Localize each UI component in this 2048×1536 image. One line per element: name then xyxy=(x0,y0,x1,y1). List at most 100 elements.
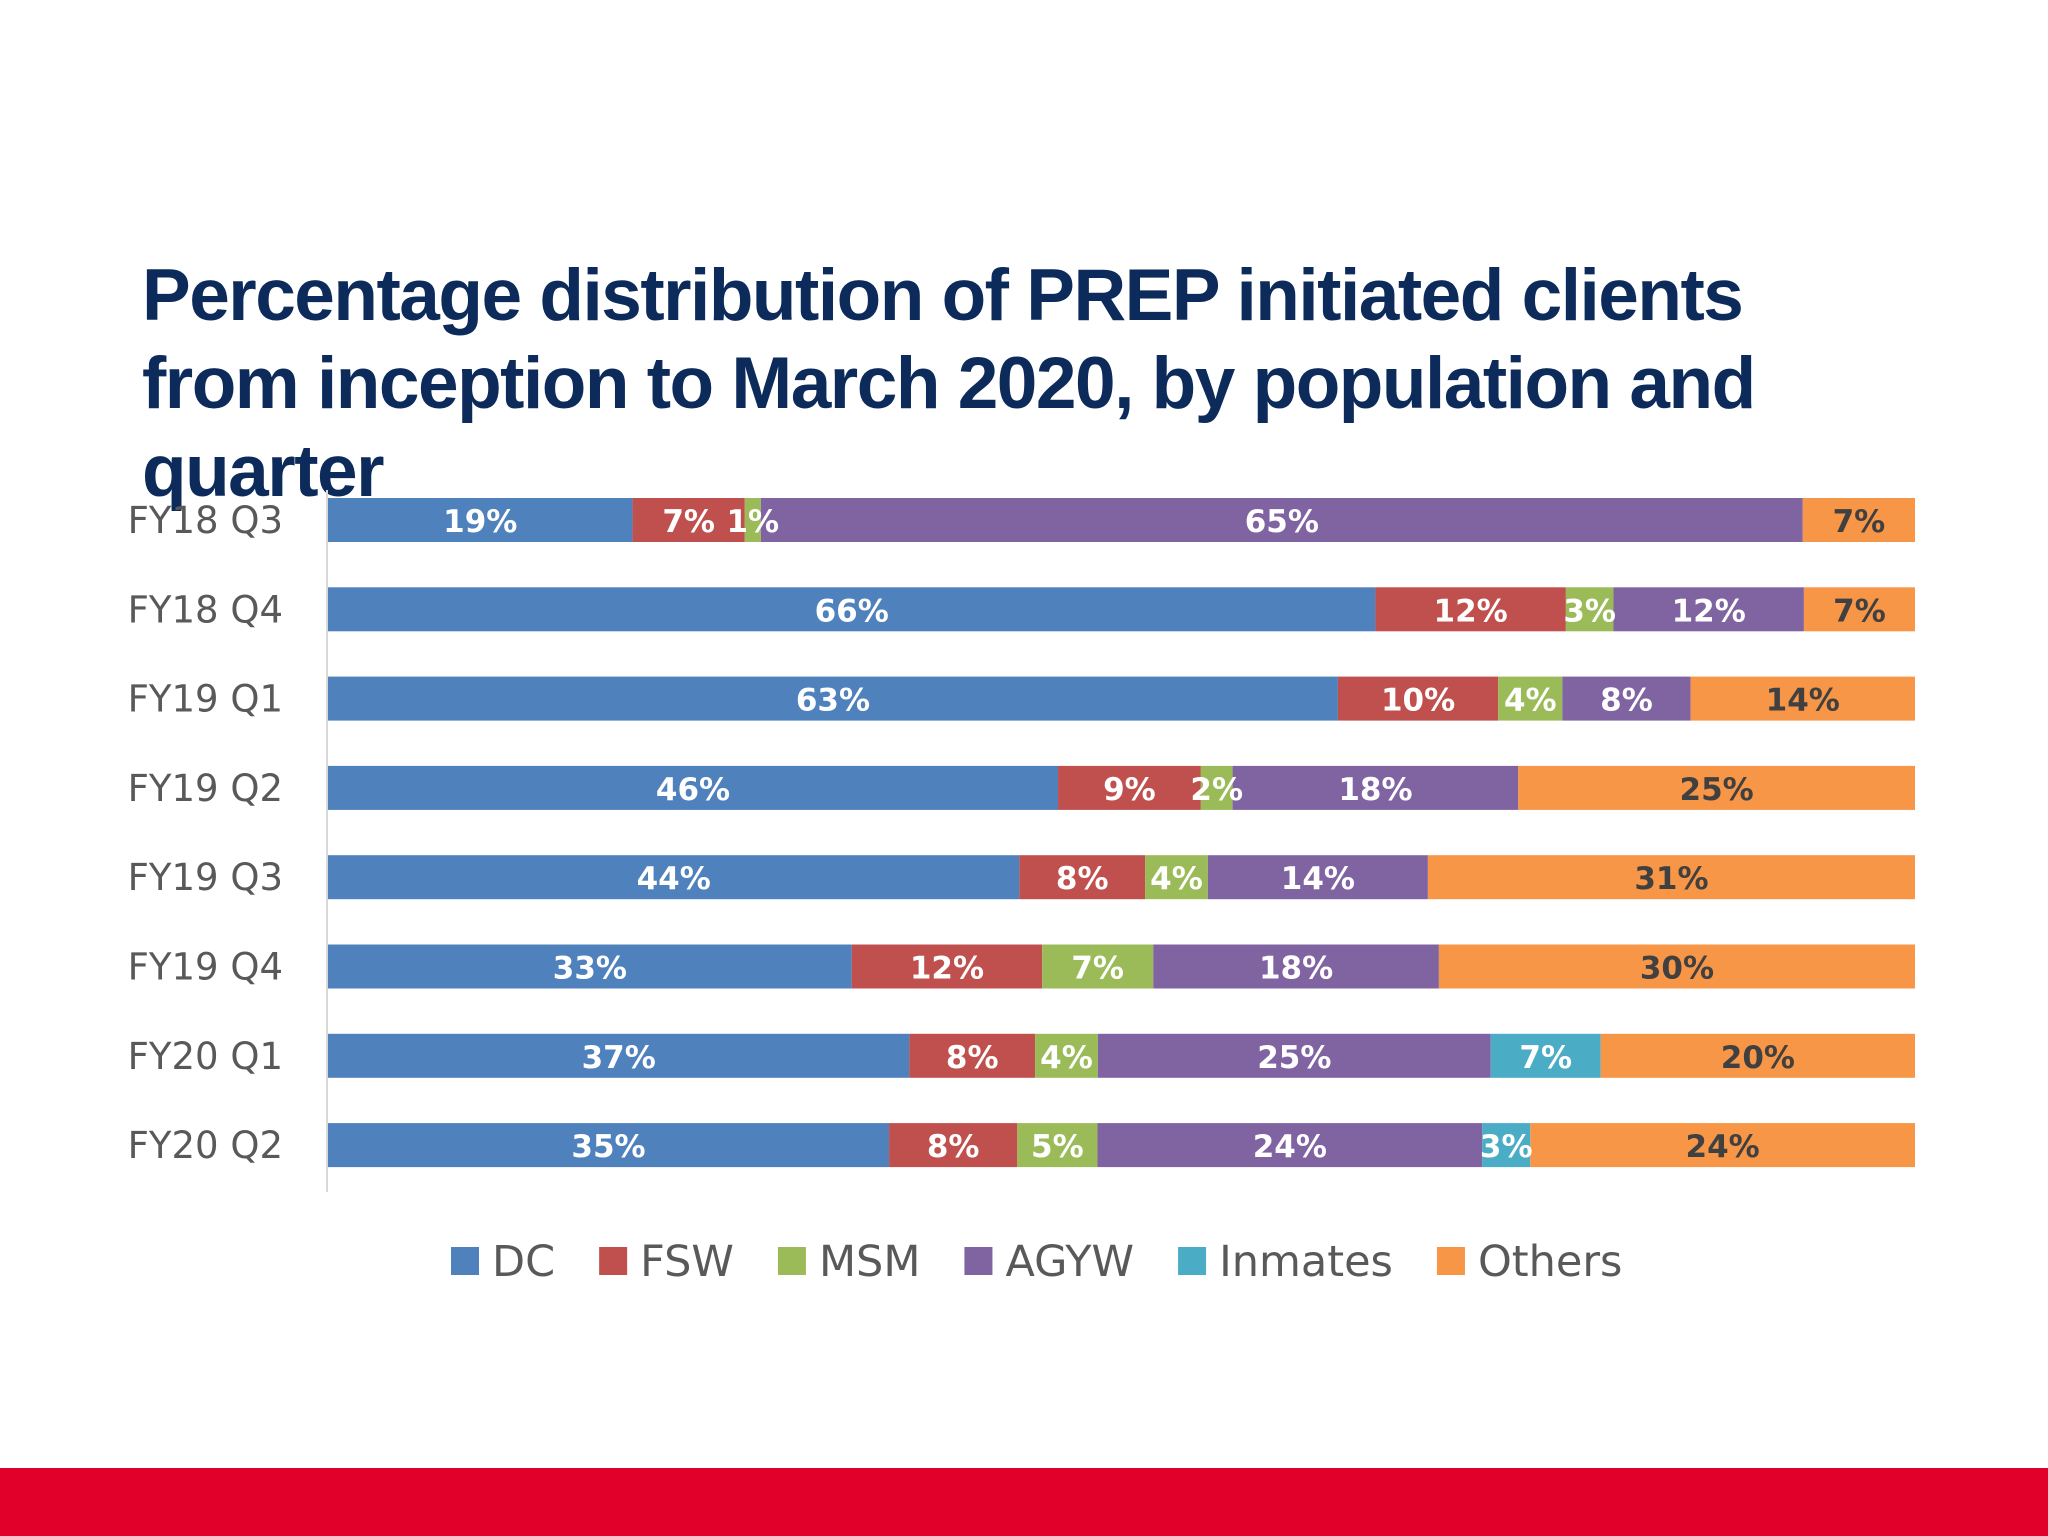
data-label-agyw-fy18-q4: 12% xyxy=(1672,593,1746,629)
data-label-others-fy19-q3: 31% xyxy=(1634,861,1708,897)
data-label-dc-fy18-q4: 66% xyxy=(815,593,889,629)
legend-swatch-dc xyxy=(451,1247,479,1275)
data-label-dc-fy19-q3: 44% xyxy=(637,861,711,897)
data-label-msm-fy20-q2: 5% xyxy=(1031,1129,1084,1165)
category-label-fy19-q4: FY19 Q4 xyxy=(128,946,283,989)
data-label-dc-fy19-q1: 63% xyxy=(796,683,870,719)
bar-dc-fy19-q4 xyxy=(328,944,852,989)
bar-msm-fy18-q4 xyxy=(1565,587,1614,632)
bar-agyw-fy18-q4 xyxy=(1613,587,1804,632)
data-label-dc-fy19-q4: 33% xyxy=(553,951,627,987)
data-label-inmates-fy20-q2: 3% xyxy=(1480,1129,1533,1165)
category-label-fy18-q4: FY18 Q4 xyxy=(128,588,283,631)
data-label-fsw-fy19-q4: 12% xyxy=(910,951,984,987)
data-label-agyw-fy20-q2: 24% xyxy=(1253,1129,1327,1165)
bar-fsw-fy19-q1 xyxy=(1337,676,1499,721)
category-label-fy18-q3: FY18 Q3 xyxy=(128,499,283,542)
data-label-agyw-fy19-q3: 14% xyxy=(1281,861,1355,897)
data-label-inmates-fy20-q1: 7% xyxy=(1519,1040,1572,1076)
bar-msm-fy18-q3 xyxy=(744,498,761,542)
bar-msm-fy19-q4 xyxy=(1042,944,1154,989)
data-label-others-fy19-q2: 25% xyxy=(1680,772,1754,808)
data-label-msm-fy19-q2: 2% xyxy=(1190,772,1243,808)
legend-label-agyw: AGYW xyxy=(1005,1237,1134,1287)
data-label-others-fy19-q1: 14% xyxy=(1766,683,1840,719)
category-label-fy19-q3: FY19 Q3 xyxy=(128,856,283,899)
bar-agyw-fy19-q3 xyxy=(1207,855,1428,900)
data-label-dc-fy19-q2: 46% xyxy=(656,772,730,808)
bar-others-fy19-q2 xyxy=(1518,765,1915,810)
bar-others-fy19-q3 xyxy=(1427,855,1915,900)
bar-fsw-fy19-q3 xyxy=(1019,855,1146,900)
data-label-dc-fy20-q2: 35% xyxy=(571,1129,645,1165)
data-label-msm-fy20-q1: 4% xyxy=(1040,1040,1093,1076)
bar-msm-fy20-q1 xyxy=(1035,1033,1098,1078)
data-label-others-fy19-q4: 30% xyxy=(1640,951,1714,987)
data-label-agyw-fy19-q2: 18% xyxy=(1338,772,1412,808)
bar-fsw-fy19-q4 xyxy=(851,944,1043,989)
data-label-msm-fy19-q4: 7% xyxy=(1071,951,1124,987)
bar-inmates-fy20-q2 xyxy=(1482,1123,1531,1168)
bar-msm-fy19-q1 xyxy=(1498,676,1563,721)
category-labels: FY18 Q3 FY18 Q4 FY19 Q1 FY19 Q2 FY19 Q3 FY19 … xyxy=(128,499,283,1167)
bar-fsw-fy18-q3 xyxy=(632,498,745,542)
bar-agyw-fy19-q4 xyxy=(1153,944,1439,989)
data-label-fsw-fy20-q1: 8% xyxy=(946,1040,999,1076)
legend-swatch-inmates xyxy=(1178,1247,1207,1275)
legend-label-fsw: FSW xyxy=(640,1237,734,1287)
data-label-dc-fy20-q1: 37% xyxy=(582,1040,656,1076)
data-label-others-fy18-q3: 7% xyxy=(1833,504,1886,540)
data-labels: 19% 7% 1% 65% 7% 66% 12% 3% 12% 7% 63% 10% 4% 8% 14% 46… xyxy=(443,504,1886,1165)
legend-label-others: Others xyxy=(1478,1237,1623,1287)
legend-label-dc: DC xyxy=(492,1237,555,1287)
bar-dc-fy18-q4 xyxy=(328,587,1376,632)
bar-dc-fy19-q1 xyxy=(328,676,1338,721)
legend-swatch-agyw xyxy=(964,1247,993,1275)
bar-agyw-fy20-q1 xyxy=(1097,1033,1491,1078)
bar-dc-fy19-q3 xyxy=(328,855,1020,900)
bar-msm-fy20-q2 xyxy=(1017,1123,1098,1168)
category-label-fy19-q2: FY19 Q2 xyxy=(128,767,283,810)
bar-fsw-fy19-q2 xyxy=(1058,765,1201,810)
bar-others-fy18-q3 xyxy=(1802,498,1915,542)
bar-dc-fy20-q1 xyxy=(328,1033,910,1078)
data-label-agyw-fy18-q3: 65% xyxy=(1245,504,1319,540)
bar-agyw-fy19-q1 xyxy=(1562,676,1691,721)
bar-inmates-fy20-q1 xyxy=(1490,1033,1601,1078)
category-label-fy19-q1: FY19 Q1 xyxy=(128,678,283,721)
data-label-agyw-fy19-q4: 18% xyxy=(1259,951,1333,987)
legend-swatch-others xyxy=(1436,1247,1465,1275)
category-label-fy20-q1: FY20 Q1 xyxy=(128,1035,283,1078)
data-label-fsw-fy18-q4: 12% xyxy=(1434,593,1508,629)
bar-others-fy20-q2 xyxy=(1530,1123,1915,1168)
data-label-msm-fy19-q3: 4% xyxy=(1150,861,1203,897)
bar-others-fy19-q1 xyxy=(1690,676,1915,721)
footer-bar xyxy=(0,1468,2048,1536)
bar-fsw-fy20-q2 xyxy=(889,1123,1018,1168)
data-label-fsw-fy18-q3: 7% xyxy=(662,504,715,540)
bar-fsw-fy20-q1 xyxy=(909,1033,1036,1078)
bar-dc-fy18-q3 xyxy=(328,498,633,542)
data-label-others-fy18-q4: 7% xyxy=(1833,593,1886,629)
bar-fsw-fy18-q4 xyxy=(1375,587,1566,632)
data-label-fsw-fy19-q1: 10% xyxy=(1381,683,1455,719)
bar-dc-fy19-q2 xyxy=(328,765,1059,810)
bar-segments xyxy=(328,498,1915,1168)
bar-msm-fy19-q2 xyxy=(1200,765,1233,810)
slide-title: Percentage distribution of PREP initiate… xyxy=(142,255,1756,512)
category-label-fy20-q2: FY20 Q2 xyxy=(128,1124,283,1167)
data-label-dc-fy18-q3: 19% xyxy=(443,504,517,540)
legend-label-msm: MSM xyxy=(819,1237,921,1287)
bar-others-fy19-q4 xyxy=(1438,944,1915,989)
bar-agyw-fy20-q2 xyxy=(1097,1123,1483,1168)
data-label-agyw-fy20-q1: 25% xyxy=(1257,1040,1331,1076)
legend-swatch-msm xyxy=(777,1247,806,1275)
bar-others-fy20-q1 xyxy=(1600,1033,1915,1078)
bar-dc-fy20-q2 xyxy=(328,1123,890,1168)
legend: DC FSW MSM AGYW Inmates Others xyxy=(451,1237,1622,1287)
data-label-fsw-fy19-q2: 9% xyxy=(1103,772,1156,808)
data-label-others-fy20-q2: 24% xyxy=(1686,1129,1760,1165)
data-label-fsw-fy19-q3: 8% xyxy=(1056,861,1109,897)
data-label-msm-fy18-q4: 3% xyxy=(1563,593,1616,629)
